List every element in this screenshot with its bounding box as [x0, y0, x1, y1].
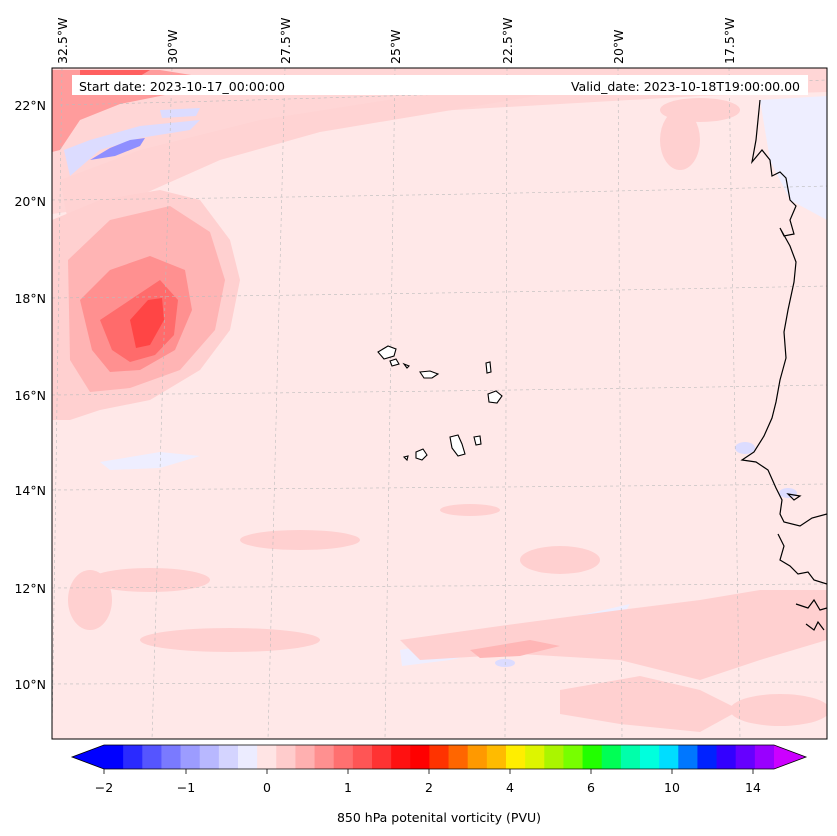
island-boa-vista [487, 390, 503, 404]
date-header: Start date: 2023-10-17_00:00:00 Valid_da… [72, 75, 808, 95]
lat-label: 22°N [14, 98, 46, 113]
colorbar-segment [218, 745, 239, 769]
colorbar-segment [754, 745, 775, 769]
lon-label: 32.5°W [55, 18, 70, 64]
island-santa-luzia [402, 362, 410, 369]
island-fogo [415, 448, 428, 461]
colorbar-segment [716, 745, 737, 769]
lat-label: 14°N [14, 483, 46, 498]
colorbar-segment [429, 745, 449, 769]
colorbar-segments [104, 745, 775, 769]
colorbar-segment [238, 745, 258, 769]
pv-moderate-streak [470, 640, 560, 658]
lon-label: 22.5°W [500, 18, 515, 64]
colorbar-extend-high [774, 745, 806, 769]
colorbar-segment [582, 745, 603, 769]
colorbar-segment [276, 745, 296, 769]
island-sao-vicente [389, 358, 400, 367]
island-brava [402, 455, 409, 462]
island-sao-nicolau [419, 370, 440, 379]
colorbar-tick-label: 10 [664, 780, 680, 795]
colorbar-segment [161, 745, 181, 769]
colorbar-tick-label: −1 [177, 780, 195, 795]
colorbar-extend-low [72, 745, 104, 769]
colorbar-segment [448, 745, 469, 769]
colorbar-segment [486, 745, 507, 769]
colorbar-segment [410, 745, 430, 769]
pv-vortex-blob [52, 190, 240, 420]
colorbar-tick-label: −2 [95, 780, 113, 795]
west-africa-coastline [740, 99, 827, 631]
graticule [52, 68, 827, 739]
colorbar-segment [199, 745, 220, 769]
colorbar-segment [601, 745, 622, 769]
colorbar-tick-label: 14 [745, 780, 761, 795]
pv-diagonal-band [60, 86, 560, 232]
lon-label: 17.5°W [722, 18, 737, 64]
colorbar-segment [295, 745, 315, 769]
colorbar-tick-label: 6 [587, 780, 595, 795]
map-frame [51, 67, 828, 740]
colorbar-segment [678, 745, 698, 769]
colorbar-segment [372, 745, 392, 769]
longitude-labels: 32.5°W 30°W 27.5°W 25°W 22.5°W 20°W 17.5… [55, 18, 737, 64]
colorbar-segment [659, 745, 679, 769]
island-santiago [449, 434, 466, 457]
lat-label: 12°N [14, 581, 46, 596]
colorbar-segment [506, 745, 526, 769]
valid-date-text: Valid_date: 2023-10-18T19:00:00.00 [571, 79, 800, 94]
colorbar-segment [640, 745, 660, 769]
cabo-verde-islands [377, 345, 503, 462]
colorbar-tick-label: 4 [506, 780, 514, 795]
colorbar-tick-label: 1 [344, 780, 352, 795]
colorbar-segment [697, 745, 717, 769]
colorbar-ticks [103, 769, 754, 774]
island-maio [473, 435, 482, 446]
colorbar-segment [544, 745, 564, 769]
colorbar-segment [352, 745, 373, 769]
colorbar-segment [525, 745, 545, 769]
colorbar-tick-labels: −2 −1 0 1 2 4 6 10 14 [95, 780, 761, 795]
colorbar-tick-label: 2 [425, 780, 433, 795]
lon-label: 25°W [388, 29, 403, 64]
pv-weak-patches [68, 98, 827, 732]
colorbar-segment [314, 745, 335, 769]
latitude-labels: 22°N 20°N 18°N 16°N 14°N 12°N 10°N [14, 98, 46, 692]
colorbar-segment [257, 745, 277, 769]
colorbar-segment [391, 745, 411, 769]
lon-label: 27.5°W [278, 18, 293, 64]
lat-label: 10°N [14, 677, 46, 692]
colorbar-segment [104, 745, 124, 769]
colorbar: −2 −1 0 1 2 4 6 10 14 850 hPa potenital … [70, 744, 808, 825]
island-sal [485, 361, 492, 374]
colorbar-tick-label: 0 [263, 780, 271, 795]
colorbar-segment [563, 745, 583, 769]
pv-north-band [52, 68, 827, 214]
start-date-text: Start date: 2023-10-17_00:00:00 [79, 79, 285, 94]
colorbar-segment [467, 745, 488, 769]
colorbar-segment [620, 745, 641, 769]
lat-label: 16°N [14, 388, 46, 403]
island-santo-antao [377, 345, 397, 360]
colorbar-segment [333, 745, 354, 769]
lat-label: 18°N [14, 291, 46, 306]
colorbar-segment [735, 745, 756, 769]
map-panel[interactable] [52, 68, 830, 739]
lon-label: 20°W [611, 29, 626, 64]
lon-label: 30°W [165, 29, 180, 64]
colorbar-segment [142, 745, 162, 769]
lat-label: 20°N [14, 194, 46, 209]
colorbar-segment [123, 745, 143, 769]
colorbar-label: 850 hPa potenital vorticity (PVU) [337, 810, 541, 825]
colorbar-segment [180, 745, 201, 769]
